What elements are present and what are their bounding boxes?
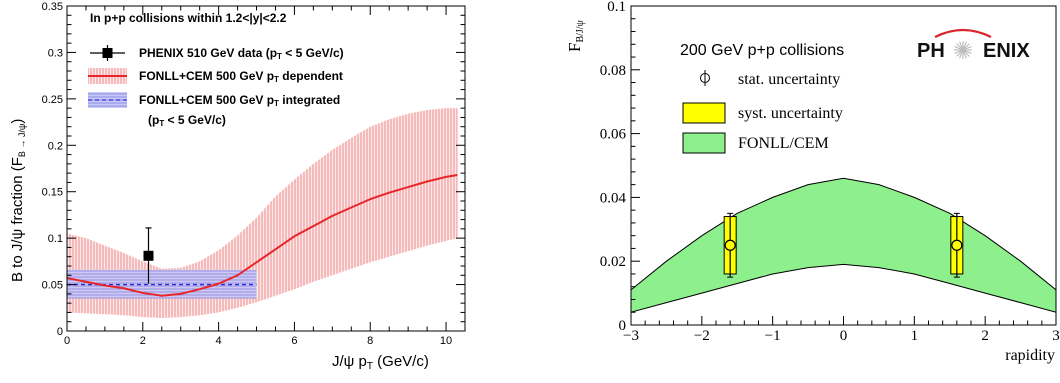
x-tick-label: 3: [1052, 328, 1060, 344]
x-tick-label: −1: [765, 328, 781, 344]
legend-entry-syst: syst. uncertainty: [738, 105, 843, 122]
pt-dependent-band: [67, 108, 458, 319]
x-axis-label: J/ψ pT (GeV/c): [332, 353, 429, 372]
legend-entry-dependent: FONLL+CEM 500 GeV pT dependent: [139, 69, 343, 84]
plot-frame: [66, 5, 466, 332]
y-tick-label: 0.1: [48, 233, 63, 245]
legend-entry-stat: stat. uncertainty: [738, 71, 840, 88]
fonll-cem-band: [630, 177, 1057, 313]
y-tick-label: 0: [57, 326, 63, 338]
logo-ray: [962, 46, 972, 51]
legend-header: In p+p collisions within 1.2<|y|<2.2: [90, 11, 287, 25]
x-axis-label: rapidity: [1005, 347, 1055, 364]
y-axis-label: B to J/ψ fraction (FB → J/ψ): [9, 119, 27, 282]
x-tick-label: −2: [694, 328, 710, 344]
data-point-marker: [724, 239, 736, 251]
x-tick-label: 1: [911, 328, 919, 344]
logo-bird-icon: [954, 41, 972, 59]
data-point-marker: [143, 250, 154, 261]
legend-entry-integrated-range: (pT < 5 GeV/c): [148, 113, 226, 128]
x-tick-label: 2: [981, 328, 989, 344]
y-tick-label: 0.05: [42, 280, 63, 292]
y-tick-label: 0.3: [48, 47, 63, 59]
y-tick-label: 0.1: [607, 0, 626, 15]
y-tick-label: 0.2: [48, 140, 63, 152]
y-tick-label: 0.04: [600, 190, 627, 206]
legend-entry-fonll: FONLL/CEM: [738, 135, 829, 152]
y-tick-label: 0.02: [600, 254, 626, 270]
legend-data-marker: [102, 48, 113, 58]
left-chart: 0 2 4 6 8 10 0 0.05 0.1 0.15 0.2 0.25 0.3 0.35 J/ψ pT …: [9, 1, 466, 372]
x-tick-label: 0: [64, 335, 70, 347]
x-tick-label: −3: [623, 328, 639, 344]
y-axis-label: FB/J/ψ: [565, 19, 586, 52]
logo-left-text: PH: [917, 40, 945, 62]
y-tick-label: 0.06: [600, 127, 627, 143]
x-tick-label: 8: [367, 335, 373, 347]
y-tick-label: 0.08: [600, 63, 626, 79]
logo-arc: [934, 28, 992, 38]
legend-fonll-box: [682, 132, 726, 154]
data-point-marker: [951, 239, 963, 251]
legend-syst-box: [682, 102, 726, 124]
logo-right-text: ENIX: [983, 40, 1030, 62]
x-tick-label: 10: [440, 335, 452, 347]
pt-dependent-line: [66, 174, 458, 297]
y-tick-label: 0.15: [42, 187, 63, 199]
x-tick-label: 2: [140, 335, 146, 347]
x-tick-label: 0: [840, 328, 848, 344]
y-tick-label: 0.25: [42, 94, 63, 106]
legend-entry-data: PHENIX 510 GeV data (pT < 5 GeV/c): [139, 46, 344, 61]
legend-blue-band: [88, 92, 127, 108]
legend-header: 200 GeV p+p collisions: [680, 42, 844, 59]
y-tick-label: 0: [619, 318, 627, 334]
y-tick-label: 0.35: [42, 1, 63, 13]
x-tick-label: 6: [291, 335, 297, 347]
x-tick-label: 4: [216, 335, 222, 347]
right-chart: −3 −2 −1 0 1 2 3 0 0.02 0.04 0.06 0.08 0.1 rapidity FB…: [565, 0, 1060, 364]
legend-entry-integrated: FONLL+CEM 500 GeV pT integrated: [139, 93, 340, 108]
